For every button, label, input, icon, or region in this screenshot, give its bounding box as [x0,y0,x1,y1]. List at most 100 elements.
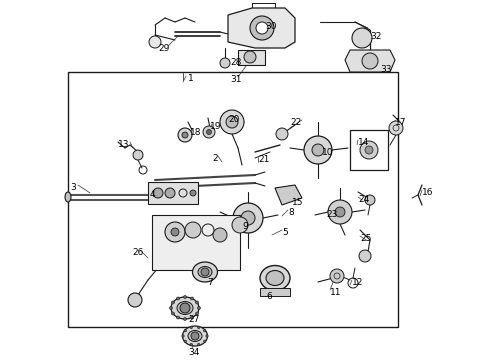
Text: 20: 20 [228,115,240,124]
Circle shape [172,312,174,315]
Text: 12: 12 [352,278,364,287]
Ellipse shape [177,302,193,315]
Text: 25: 25 [360,234,371,243]
Ellipse shape [266,270,284,285]
Circle shape [233,203,263,233]
Circle shape [220,110,244,134]
Bar [68,72,398,327]
Circle shape [206,130,212,135]
Text: 18: 18 [190,128,201,137]
Circle shape [220,58,230,68]
Circle shape [165,188,175,198]
Text: 33: 33 [380,65,392,74]
Circle shape [244,51,256,63]
Text: 10: 10 [322,148,334,157]
Circle shape [226,116,238,128]
Circle shape [389,121,403,135]
Text: 1: 1 [188,74,194,83]
Polygon shape [228,8,295,48]
Circle shape [182,132,188,138]
Circle shape [352,28,372,48]
Ellipse shape [193,262,218,282]
Text: 23: 23 [327,210,338,219]
Circle shape [191,297,194,300]
Text: 32: 32 [370,32,381,41]
Text: 5: 5 [282,228,288,237]
Circle shape [256,22,268,34]
Circle shape [190,343,193,346]
Ellipse shape [65,192,71,202]
Bar [148,182,198,204]
Bar [350,130,388,170]
Polygon shape [238,50,265,65]
Circle shape [196,301,198,304]
Circle shape [213,228,227,242]
Text: 2: 2 [212,154,218,163]
Bar [260,288,290,296]
Circle shape [149,36,161,48]
Text: 17: 17 [395,118,407,127]
Circle shape [365,146,373,154]
Circle shape [312,144,324,156]
Text: 3: 3 [70,183,76,192]
Circle shape [335,207,345,217]
Text: 30: 30 [265,22,276,31]
Text: 11: 11 [330,288,342,297]
Circle shape [232,217,248,233]
Circle shape [197,306,200,310]
Text: 19: 19 [210,122,221,131]
Circle shape [197,343,200,346]
Circle shape [203,126,215,138]
Circle shape [201,268,209,276]
Ellipse shape [171,297,199,319]
Circle shape [185,222,201,238]
Circle shape [203,340,206,342]
Ellipse shape [198,266,212,278]
Circle shape [206,335,208,337]
Circle shape [133,150,143,160]
Text: 27: 27 [188,315,199,324]
Circle shape [171,228,179,236]
Text: 24: 24 [358,195,369,204]
Circle shape [176,297,179,300]
Text: 31: 31 [230,75,242,84]
Circle shape [365,195,375,205]
Ellipse shape [182,326,207,346]
Circle shape [304,136,332,164]
Text: 16: 16 [422,188,434,197]
Circle shape [190,326,193,329]
Text: 8: 8 [288,208,294,217]
Text: 26: 26 [132,248,144,257]
Circle shape [241,211,255,225]
Text: 6: 6 [266,292,272,301]
Circle shape [190,190,196,196]
Text: 14: 14 [358,138,369,147]
Circle shape [330,269,344,283]
Circle shape [196,312,198,315]
Circle shape [362,53,378,69]
Polygon shape [345,50,395,72]
Ellipse shape [188,330,202,342]
Circle shape [276,128,288,140]
Circle shape [360,141,378,159]
Text: 15: 15 [292,198,303,207]
Text: 21: 21 [258,155,270,164]
Circle shape [180,303,190,313]
Circle shape [191,316,194,319]
Circle shape [250,16,274,40]
Circle shape [191,332,199,340]
Circle shape [153,188,163,198]
Circle shape [178,128,192,142]
Circle shape [182,335,184,337]
Circle shape [184,329,187,332]
Text: 7: 7 [207,278,213,287]
Circle shape [203,329,206,332]
Circle shape [170,306,172,310]
Text: 13: 13 [118,140,129,149]
Circle shape [128,293,142,307]
Text: 28: 28 [230,58,242,67]
Circle shape [183,318,187,320]
Circle shape [359,250,371,262]
Text: 34: 34 [188,348,199,357]
Bar [152,215,240,270]
